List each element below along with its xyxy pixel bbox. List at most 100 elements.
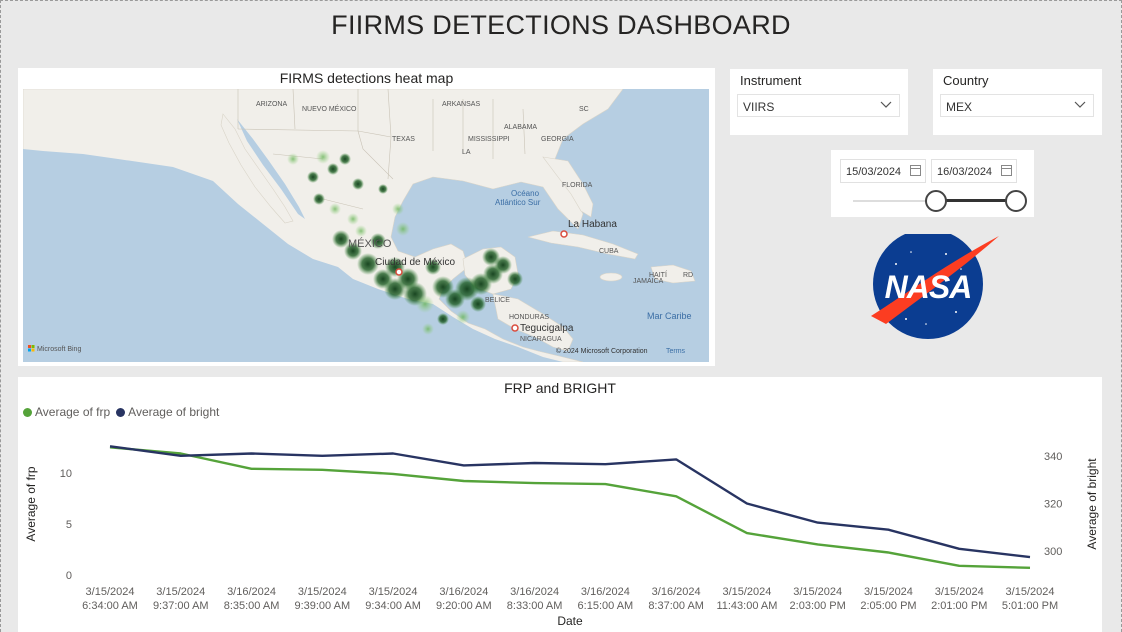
series-line-frp — [109, 446, 1031, 569]
series-line-bright — [109, 445, 1031, 559]
map-visual[interactable]: FIRMS detections heat map — [18, 68, 715, 366]
x-tick-label: 9:20:00 AM — [436, 600, 492, 612]
chevron-down-icon[interactable] — [880, 98, 892, 110]
map-label: Océano — [511, 189, 540, 198]
y2-tick-label: 340 — [1044, 451, 1062, 463]
x-tick-label: 11:43:00 AM — [716, 600, 777, 612]
map-label: Mar Caribe — [647, 311, 692, 321]
svg-text:Microsoft Bing: Microsoft Bing — [37, 346, 81, 353]
instrument-slicer[interactable]: Instrument VIIRS — [730, 69, 908, 135]
map-label: JAMAICA — [633, 278, 664, 285]
start-date-input[interactable]: 15/03/2024 — [840, 159, 926, 183]
map-label: MISSISSIPPI — [468, 136, 510, 143]
map-terms-link[interactable]: Terms — [666, 348, 686, 355]
map-label: MÉXICO — [348, 237, 392, 250]
instrument-dropdown[interactable]: VIIRS — [737, 94, 900, 117]
chart-legend: Average of frp Average of bright — [23, 405, 219, 419]
instrument-label: Instrument — [740, 73, 802, 88]
y-tick-label: 0 — [66, 570, 72, 582]
map-label: La Habana — [568, 219, 617, 230]
frp-bright-chart[interactable]: FRP and BRIGHT Average of frp Average of… — [18, 377, 1102, 632]
land-cuba — [527, 230, 639, 260]
end-date-input[interactable]: 16/03/2024 — [931, 159, 1017, 183]
x-tick-label: 6:34:00 AM — [82, 600, 138, 612]
city-marker-habana[interactable] — [560, 230, 568, 238]
land-central-america — [492, 293, 574, 352]
x-tick-label: 2:05:00 PM — [860, 600, 916, 612]
x-tick-label: 3/16/2024 — [510, 586, 559, 598]
land-jamaica — [599, 272, 623, 282]
map-label: FLORIDA — [562, 182, 593, 189]
x-tick-label: 8:35:00 AM — [224, 600, 280, 612]
x-tick-label: 3/16/2024 — [227, 586, 276, 598]
map-label: Atlántico Sur — [495, 198, 541, 207]
chart-title: FRP and BRIGHT — [504, 380, 616, 396]
x-tick-label: 3/16/2024 — [652, 586, 701, 598]
range-end-handle[interactable] — [1005, 190, 1027, 212]
x-tick-label: 3/15/2024 — [935, 586, 984, 598]
country-dropdown[interactable]: MEX — [940, 94, 1094, 117]
instrument-value: VIIRS — [743, 100, 775, 114]
map-label: NUEVO MÉXICO — [302, 104, 357, 113]
map-label: LA — [462, 149, 471, 156]
x-tick-label: 3/15/2024 — [793, 586, 842, 598]
x-tick-label: 3/16/2024 — [439, 586, 488, 598]
y2-tick-label: 320 — [1044, 499, 1062, 511]
heat-points — [287, 150, 523, 335]
city-marker-tegucigalpa[interactable] — [511, 324, 519, 332]
map-label: NICARAGUA — [520, 336, 562, 343]
land-baja — [220, 113, 294, 224]
x-tick-label: 8:37:00 AM — [648, 600, 704, 612]
map-label: BELICE — [485, 297, 510, 304]
legend-item-frp[interactable]: Average of frp — [23, 405, 110, 419]
x-tick-label: 2:01:00 PM — [931, 600, 987, 612]
map-label: HONDURAS — [509, 314, 549, 321]
map-label: ARIZONA — [256, 101, 287, 108]
x-tick-label: 3/15/2024 — [864, 586, 913, 598]
x-tick-label: 3/15/2024 — [722, 586, 771, 598]
map-label: Tegucigalpa — [520, 323, 574, 334]
x-tick-label: 3/16/2024 — [581, 586, 630, 598]
map-label: HAITÍ — [649, 270, 667, 279]
city-marker-mexico[interactable] — [395, 268, 403, 276]
range-track-fill — [936, 199, 1016, 202]
x-tick-label: 3/15/2024 — [156, 586, 205, 598]
map-title: FIRMS detections heat map — [279, 70, 454, 86]
end-date-value: 16/03/2024 — [937, 166, 993, 178]
x-tick-label: 3/15/2024 — [1006, 586, 1055, 598]
map-canvas[interactable]: ARIZONA NUEVO MÉXICO ARKANSAS SC TEXAS M… — [23, 89, 709, 362]
dashboard-title: FIIRMS DETECTIONS DASHBOARD — [331, 10, 791, 40]
country-slicer[interactable]: Country MEX — [933, 69, 1102, 135]
calendar-icon[interactable] — [1001, 165, 1012, 176]
bing-logo: Microsoft Bing — [28, 345, 81, 353]
range-start-handle[interactable] — [925, 190, 947, 212]
legend-item-bright[interactable]: Average of bright — [116, 405, 219, 419]
y-axis-title: Average of frp — [24, 466, 38, 541]
map-copyright: © 2024 Microsoft Corporation — [556, 347, 648, 355]
map-label: ARKANSAS — [442, 101, 480, 108]
y-tick-label: 10 — [60, 468, 72, 480]
start-date-value: 15/03/2024 — [846, 166, 902, 178]
x-tick-label: 3/15/2024 — [369, 586, 418, 598]
gulf-california — [237, 119, 305, 219]
map-label: GEORGIA — [541, 136, 574, 143]
country-label: Country — [943, 73, 989, 88]
x-tick-label: 8:33:00 AM — [507, 600, 563, 612]
borders — [237, 89, 526, 210]
land-florida — [542, 156, 594, 218]
nasa-logo-text: NASA — [885, 269, 972, 305]
map-label: CUBA — [599, 248, 619, 255]
map-label: Ciudad de México — [375, 257, 455, 268]
x-tick-label: 2:03:00 PM — [790, 600, 846, 612]
map-label: ALABAMA — [504, 124, 537, 131]
x-tick-label: 6:15:00 AM — [578, 600, 634, 612]
country-value: MEX — [946, 100, 973, 114]
date-range-slicer[interactable]: 15/03/2024 16/03/2024 — [831, 150, 1034, 217]
x-tick-label: 3/15/2024 — [298, 586, 347, 598]
calendar-icon[interactable] — [910, 165, 921, 176]
line-chart-canvas[interactable]: 0 5 10 300 320 340 3/15/2024 6:34:00 AM 3/15/202… — [18, 377, 1102, 632]
map-label: RD — [683, 272, 693, 279]
heat-map[interactable]: ARIZONA NUEVO MÉXICO ARKANSAS SC TEXAS M… — [23, 89, 709, 362]
chevron-down-icon[interactable] — [1074, 98, 1086, 110]
x-tick-label: 9:39:00 AM — [294, 600, 350, 612]
